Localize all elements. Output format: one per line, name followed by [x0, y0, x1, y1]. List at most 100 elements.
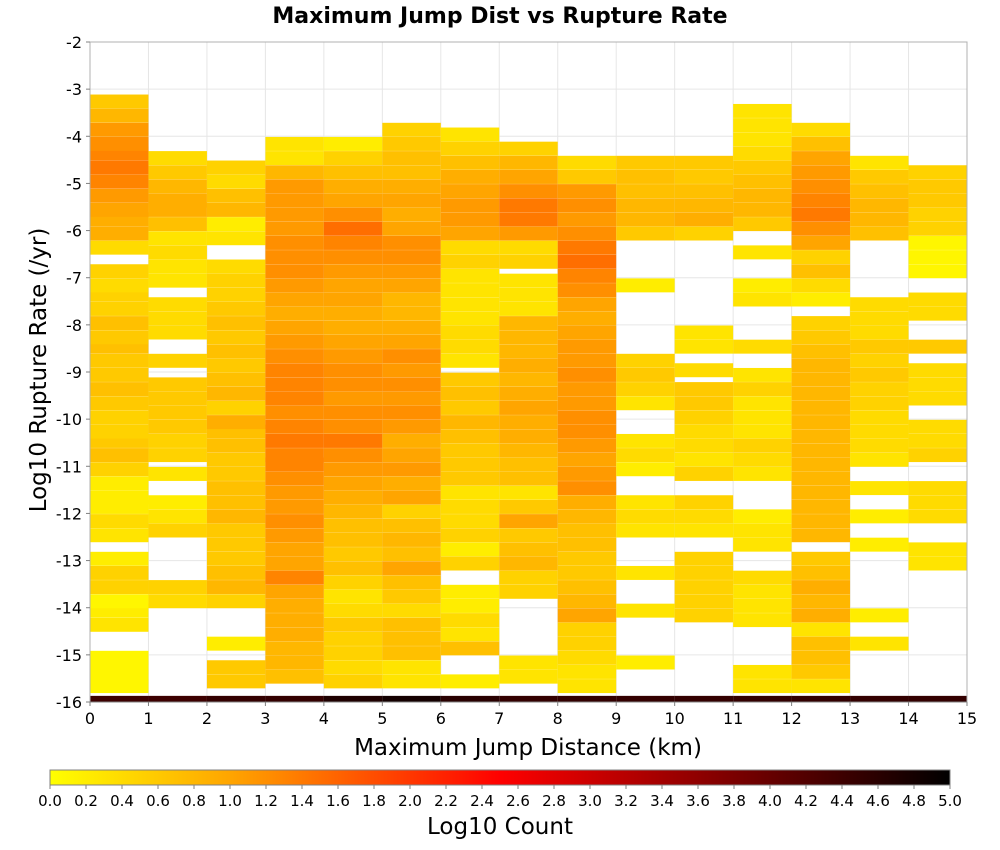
heatmap-cell	[791, 151, 851, 166]
heatmap-cell	[791, 400, 851, 415]
heatmap-cell	[791, 551, 851, 566]
colorbar-tick-label: 4.2	[794, 792, 818, 810]
heatmap-cell	[850, 509, 909, 524]
heatmap-cell	[90, 462, 149, 477]
heatmap-cell	[382, 151, 441, 166]
heatmap-cell	[382, 631, 441, 646]
heatmap-cell	[440, 584, 500, 599]
heatmap-cell	[148, 580, 207, 595]
heatmap-cell	[206, 386, 266, 401]
heatmap-cell	[323, 320, 383, 335]
heatmap-cell	[908, 419, 967, 434]
heatmap-cell	[148, 523, 207, 538]
heatmap-cell	[382, 547, 441, 562]
chart-title: Maximum Jump Dist vs Rupture Rate	[272, 4, 727, 29]
heatmap-cell	[791, 344, 851, 359]
heatmap-cell	[323, 151, 383, 166]
heatmap-cell	[148, 695, 207, 702]
heatmap-cell	[733, 452, 792, 467]
heatmap-cell	[206, 509, 266, 524]
heatmap-cell	[440, 443, 500, 458]
heatmap-cell	[499, 669, 558, 684]
heatmap-cell	[206, 160, 266, 175]
heatmap-cell	[499, 429, 558, 444]
colorbar-tick-label: 2.4	[470, 792, 494, 810]
y-tick-label: -11	[56, 457, 82, 476]
heatmap-cell	[265, 514, 324, 529]
heatmap-cell	[440, 386, 500, 401]
heatmap-cell	[850, 297, 909, 312]
heatmap-cell	[733, 382, 792, 397]
heatmap-cell	[206, 674, 266, 689]
heatmap-cell	[90, 202, 149, 217]
heatmap-cell	[791, 330, 851, 345]
heatmap-cell	[265, 598, 324, 613]
heatmap-cell	[733, 103, 792, 118]
heatmap-cell	[733, 118, 792, 133]
heatmap-cell	[791, 565, 851, 580]
heatmap-cell	[440, 695, 500, 702]
heatmap-cell	[499, 457, 558, 472]
heatmap-cell	[616, 462, 675, 477]
y-axis-label: Log10 Rupture Rate (/yr)	[26, 228, 52, 513]
heatmap-cell	[323, 207, 383, 222]
heatmap-cell	[791, 514, 851, 529]
heatmap-cell	[90, 410, 149, 425]
heatmap-cell	[323, 617, 383, 632]
colorbar-tick-label: 3.8	[722, 792, 746, 810]
heatmap-cell	[382, 490, 441, 505]
heatmap-cell	[440, 240, 500, 255]
heatmap-cell	[733, 202, 792, 217]
heatmap-cell	[791, 316, 851, 331]
colorbar-tick-label: 1.4	[290, 792, 314, 810]
heatmap-cell	[674, 424, 734, 439]
x-tick-label: 8	[553, 709, 563, 728]
heatmap-cell	[148, 405, 207, 420]
heatmap-cell	[265, 405, 324, 420]
heatmap-cell	[850, 481, 909, 496]
heatmap-cell	[206, 400, 266, 415]
heatmap-cell	[850, 382, 909, 397]
heatmap-cell	[440, 627, 500, 642]
heatmap-cell	[908, 221, 967, 236]
heatmap-cell	[265, 207, 324, 222]
heatmap-cell	[323, 532, 383, 547]
heatmap-cell	[206, 217, 266, 232]
heatmap-cell	[499, 287, 558, 302]
heatmap-cell	[440, 528, 500, 543]
heatmap-cell	[557, 523, 617, 538]
heatmap-cell	[265, 641, 324, 656]
heatmap-cell	[499, 301, 558, 316]
heatmap-cell	[557, 452, 617, 467]
heatmap-cell	[440, 127, 500, 142]
heatmap-cell	[791, 650, 851, 665]
heatmap-cell	[616, 495, 675, 510]
colorbar-label: Log10 Count	[427, 814, 573, 840]
heatmap-cell	[674, 580, 734, 595]
heatmap-cell	[90, 448, 149, 463]
heatmap-cell	[499, 155, 558, 170]
heatmap-cell	[206, 551, 266, 566]
heatmap-cell	[791, 636, 851, 651]
heatmap-cell	[265, 391, 324, 406]
heatmap-cell	[733, 217, 792, 232]
heatmap-cell	[557, 466, 617, 481]
heatmap-cell	[908, 179, 967, 194]
heatmap-cell	[206, 594, 266, 609]
heatmap-cell	[791, 594, 851, 609]
x-tick-label: 2	[202, 709, 212, 728]
x-tick-label: 7	[494, 709, 504, 728]
heatmap-cell	[382, 603, 441, 618]
colorbar-tick-label: 0.4	[110, 792, 134, 810]
heatmap-cell	[791, 386, 851, 401]
heatmap-cell	[850, 608, 909, 623]
heatmap-cell	[90, 94, 149, 109]
heatmap-cell	[148, 245, 207, 260]
heatmap-cell	[557, 495, 617, 510]
heatmap-cell	[440, 514, 500, 529]
heatmap-cell	[382, 179, 441, 194]
heatmap-cell	[148, 594, 207, 609]
heatmap-cell	[791, 250, 851, 265]
heatmap-cell	[265, 669, 324, 684]
heatmap-cell	[616, 433, 675, 448]
